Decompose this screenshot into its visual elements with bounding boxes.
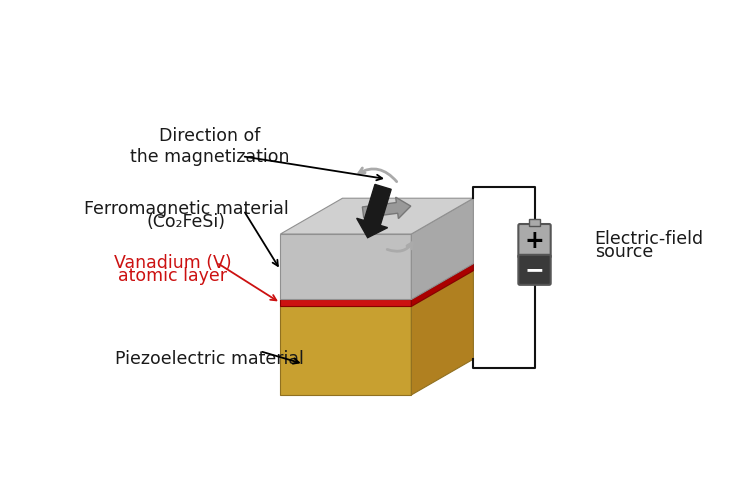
Text: source: source: [595, 242, 652, 260]
Text: atomic layer: atomic layer: [118, 266, 227, 284]
Text: −: −: [525, 258, 544, 282]
FancyBboxPatch shape: [518, 224, 550, 258]
Polygon shape: [280, 306, 411, 395]
Polygon shape: [280, 198, 473, 234]
Polygon shape: [411, 264, 473, 306]
Text: Piezoelectric material: Piezoelectric material: [116, 350, 304, 368]
FancyArrow shape: [362, 197, 411, 218]
Polygon shape: [280, 264, 473, 300]
Polygon shape: [280, 270, 473, 306]
Polygon shape: [411, 198, 473, 300]
Polygon shape: [411, 270, 473, 395]
Polygon shape: [280, 234, 411, 300]
Text: Vanadium (V): Vanadium (V): [114, 254, 232, 272]
Bar: [530, 220, 540, 226]
Text: Direction of
the magnetization: Direction of the magnetization: [130, 127, 290, 166]
FancyBboxPatch shape: [518, 255, 550, 285]
Polygon shape: [280, 300, 411, 306]
Text: Ferromagnetic material: Ferromagnetic material: [84, 200, 289, 218]
Text: Electric-field: Electric-field: [595, 230, 703, 248]
Text: +: +: [525, 229, 544, 253]
FancyArrow shape: [357, 184, 392, 238]
Text: (Co₂FeSi): (Co₂FeSi): [147, 212, 226, 230]
